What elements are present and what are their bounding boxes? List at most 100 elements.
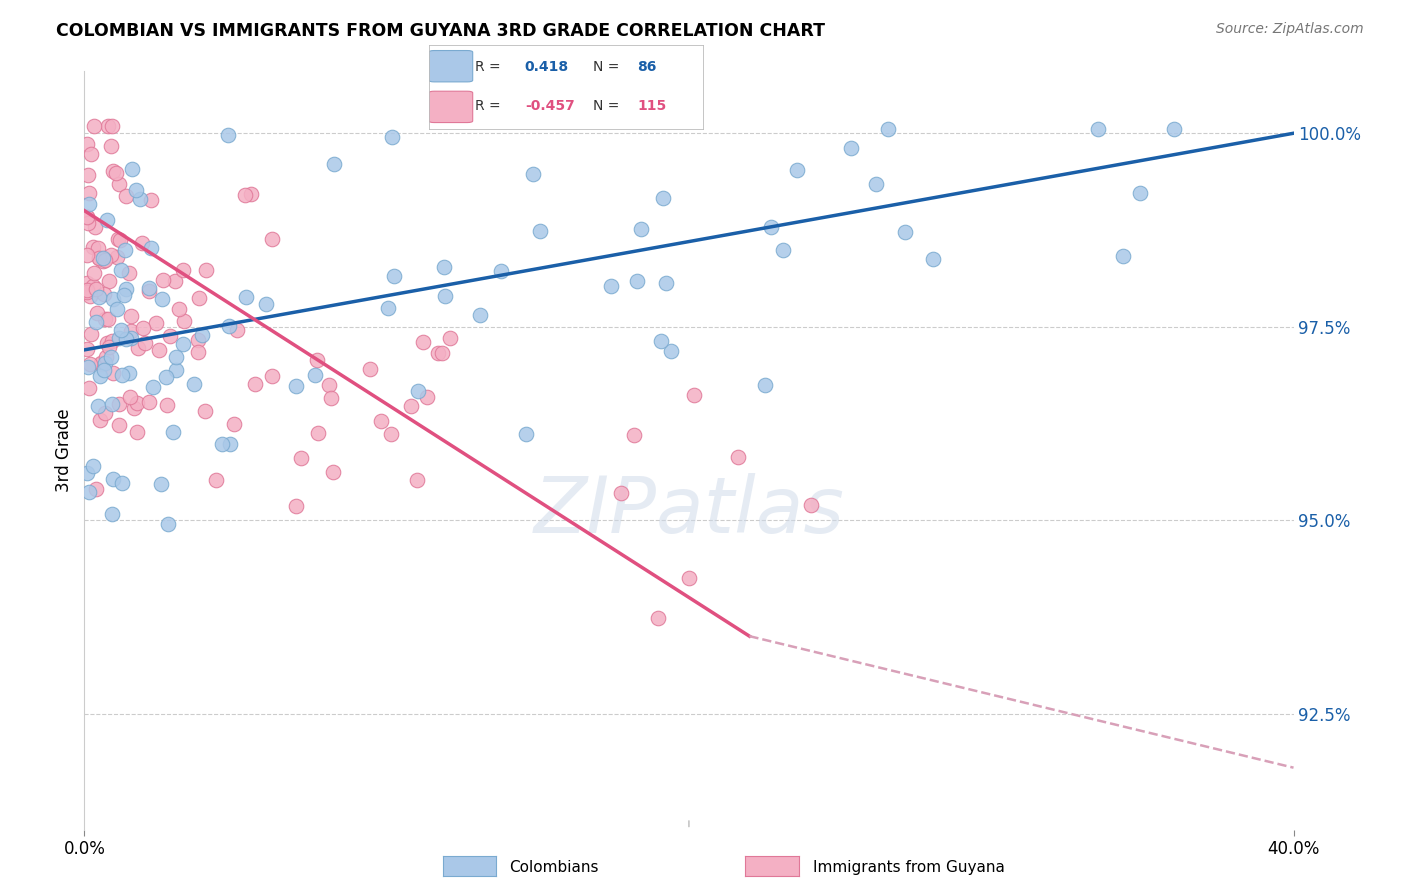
Point	[77, 381, 100, 395]
Point	[759, 219, 782, 234]
FancyBboxPatch shape	[429, 91, 472, 122]
Text: Source: ZipAtlas.com: Source: ZipAtlas.com	[1216, 22, 1364, 37]
Point	[100, 248, 122, 262]
Point	[218, 437, 240, 451]
Point	[91, 253, 114, 268]
Point	[439, 331, 461, 345]
Point	[623, 428, 645, 442]
Point	[305, 353, 328, 368]
Text: ZIPatlas: ZIPatlas	[533, 473, 845, 549]
Point	[82, 279, 104, 293]
Point	[772, 243, 794, 257]
Point	[610, 486, 633, 500]
Point	[84, 283, 107, 297]
Point	[111, 368, 134, 382]
Point	[94, 252, 117, 267]
Point	[77, 168, 100, 182]
Point	[79, 186, 101, 201]
FancyBboxPatch shape	[429, 51, 472, 82]
Point	[87, 241, 110, 255]
Point	[433, 260, 456, 274]
Point	[489, 263, 512, 277]
Point	[167, 301, 190, 316]
Point	[90, 357, 112, 371]
Text: 115: 115	[637, 100, 666, 113]
Point	[83, 266, 105, 280]
Point	[91, 251, 114, 265]
Point	[427, 345, 450, 359]
Point	[307, 426, 329, 441]
Point	[515, 427, 537, 442]
Point	[107, 232, 129, 246]
Point	[100, 138, 122, 153]
Point	[921, 252, 943, 266]
Point	[1087, 122, 1109, 136]
Point	[84, 220, 107, 235]
Point	[120, 309, 142, 323]
Point	[100, 119, 122, 133]
Point	[626, 274, 648, 288]
Point	[188, 292, 211, 306]
Point	[412, 335, 434, 350]
Point	[529, 224, 551, 238]
Point	[468, 308, 491, 322]
Point	[239, 187, 262, 202]
Text: R =: R =	[475, 100, 501, 113]
Point	[655, 277, 678, 291]
Point	[786, 163, 808, 178]
Point	[76, 210, 98, 224]
Point	[800, 498, 823, 512]
Point	[110, 263, 132, 277]
Point	[94, 356, 117, 370]
Point	[187, 333, 209, 347]
Point	[89, 413, 111, 427]
Point	[522, 167, 544, 181]
Point	[97, 312, 120, 326]
Point	[650, 334, 672, 348]
Point	[77, 216, 100, 230]
Point	[110, 475, 132, 490]
Text: 86: 86	[637, 60, 657, 74]
Point	[105, 251, 128, 265]
Point	[86, 314, 108, 328]
Point	[94, 350, 117, 364]
Point	[125, 425, 148, 439]
Point	[148, 343, 170, 358]
Point	[120, 331, 142, 345]
Point	[894, 225, 917, 239]
Point	[114, 243, 136, 257]
Point	[211, 436, 233, 450]
Point	[76, 343, 98, 357]
Point	[377, 301, 399, 316]
Text: -0.457: -0.457	[524, 100, 575, 113]
Text: R =: R =	[475, 60, 501, 74]
Point	[110, 323, 132, 337]
Point	[322, 157, 344, 171]
Point	[107, 417, 129, 432]
Point	[79, 289, 101, 303]
Point	[115, 189, 138, 203]
Point	[117, 266, 139, 280]
Point	[433, 289, 456, 303]
Point	[141, 193, 163, 207]
Point	[217, 128, 239, 143]
Point	[120, 390, 142, 404]
Point	[191, 328, 214, 343]
Text: Immigrants from Guyana: Immigrants from Guyana	[813, 861, 1004, 875]
Point	[112, 288, 135, 302]
Point	[630, 221, 652, 235]
Point	[103, 366, 125, 380]
Point	[727, 450, 749, 464]
Point	[600, 279, 623, 293]
Point	[115, 282, 138, 296]
Point	[678, 571, 700, 585]
Point	[93, 311, 115, 326]
Point	[80, 147, 103, 161]
Point	[86, 306, 108, 320]
Point	[87, 399, 110, 413]
Point	[683, 388, 706, 402]
Point	[128, 192, 150, 206]
Point	[194, 263, 217, 277]
Point	[415, 390, 437, 404]
Point	[80, 326, 103, 341]
